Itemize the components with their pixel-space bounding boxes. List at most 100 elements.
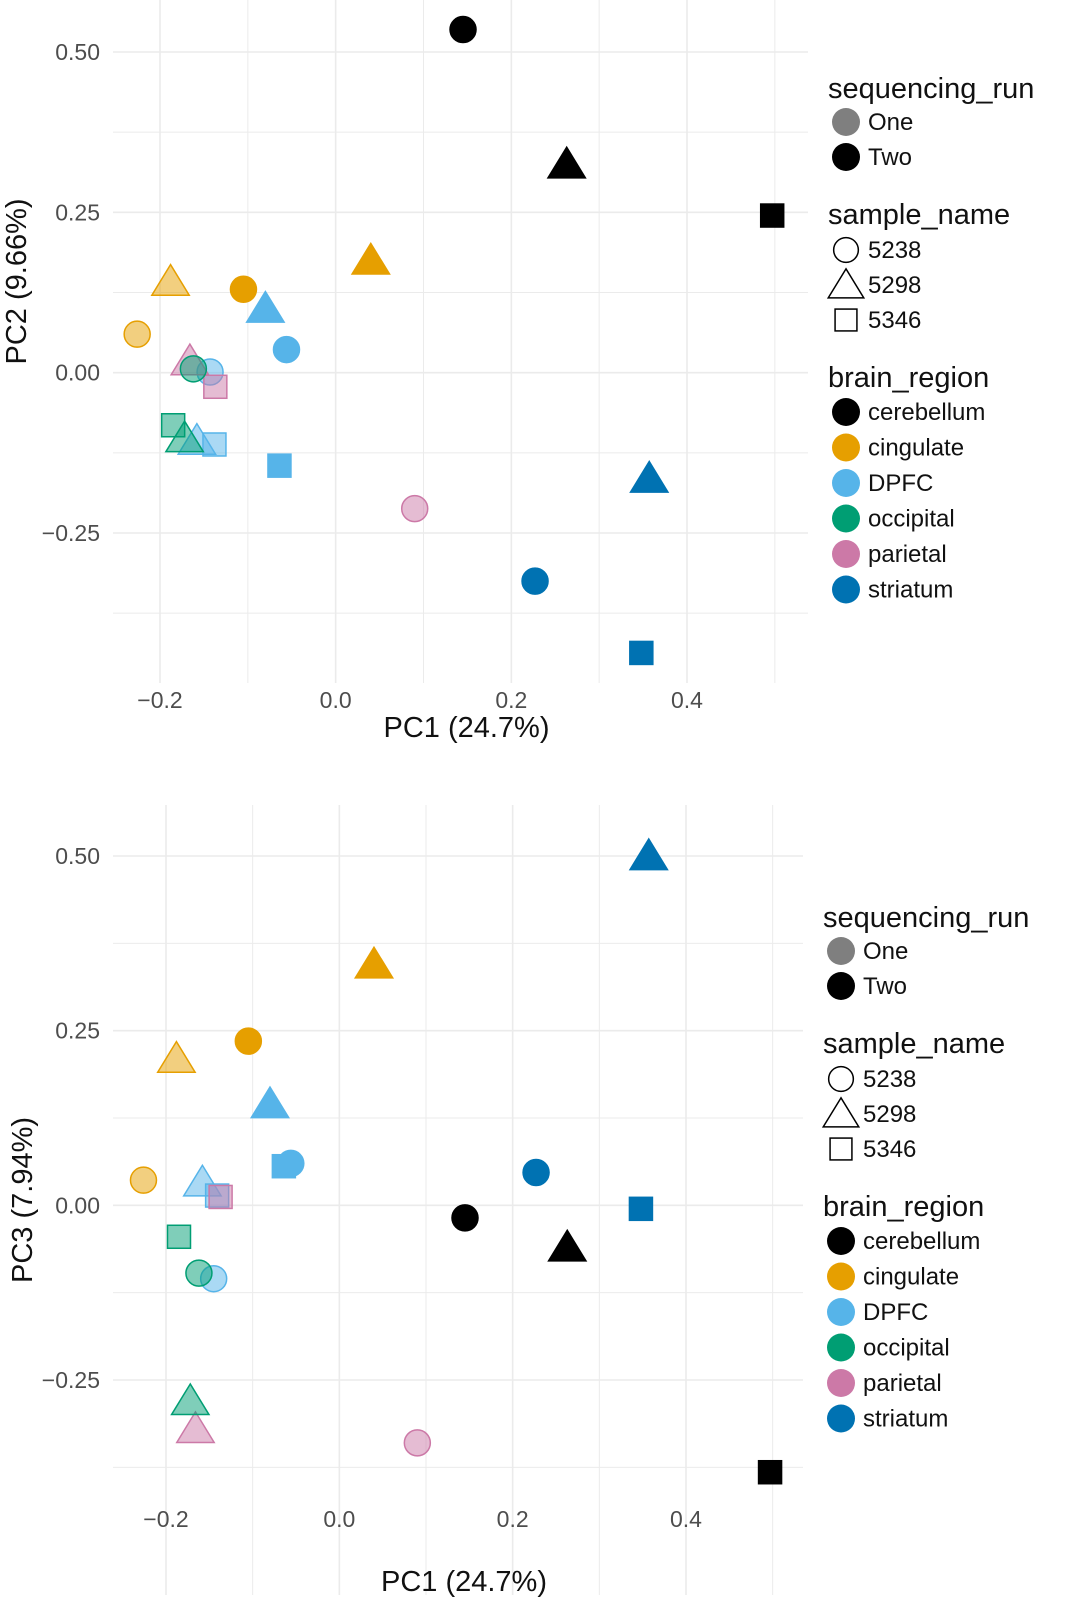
x-axis-title: PC1 (24.7%): [381, 1566, 547, 1598]
legend-key-sample: [829, 1137, 853, 1161]
legend-label-region: parietal: [863, 1370, 942, 1397]
data-point-cerebellum: [757, 1459, 783, 1485]
legend-label-region: cingulate: [863, 1264, 959, 1291]
x-tick-label: 0.2: [497, 1506, 529, 1532]
legend-label-sample: 5346: [863, 1136, 916, 1163]
data-point-DPFC: [245, 290, 286, 323]
legend-key-run: [827, 937, 855, 965]
legend-title-sequencing-run: sequencing_run: [823, 902, 1029, 934]
data-points: [129, 837, 783, 1485]
x-tick-label: 0.0: [320, 687, 352, 713]
legend-label-region: parietal: [868, 541, 947, 568]
legend-label-region: cingulate: [868, 435, 964, 462]
data-point-striatum: [628, 1196, 654, 1222]
legend-label-run: One: [868, 109, 913, 136]
legend-label-run: One: [863, 938, 908, 965]
legend-label-region: occipital: [868, 506, 955, 533]
x-tick-label: −0.2: [137, 687, 182, 713]
legend-key-region: [827, 1404, 855, 1433]
legend-title-brain-region: brain_region: [828, 362, 989, 394]
legend-key-region: [832, 504, 860, 533]
y-tick-label: −0.25: [42, 1367, 100, 1393]
data-point-cerebellum: [451, 1204, 479, 1232]
legend-title-sequencing-run: sequencing_run: [828, 73, 1034, 105]
data-point-DPFC: [202, 432, 227, 457]
y-tick-label: 0.50: [55, 843, 100, 869]
legend-key-region: [832, 575, 860, 604]
legend-key-region: [827, 1227, 855, 1255]
legend-key-region: [827, 1333, 855, 1362]
data-point-striatum: [629, 640, 654, 666]
y-tick-label: 0.50: [55, 39, 100, 65]
data-point-cerebellum: [449, 15, 477, 44]
data-point-cingulate: [123, 320, 151, 348]
y-tick-label: −0.25: [42, 520, 100, 546]
legend-key-run: [832, 108, 860, 136]
legend-label-region: cerebellum: [863, 1228, 980, 1255]
legend-label-region: cerebellum: [868, 399, 985, 426]
legend-key-region: [832, 433, 860, 462]
data-points: [123, 15, 785, 666]
legend-key-region: [827, 1369, 855, 1397]
pca-plot-pc1-pc3: −0.2 0.0 0.2 0.4 0.50 0.25 0.00 −0.25 PC1 (24.7%…: [7, 805, 1029, 1598]
data-point-cerebellum: [759, 203, 785, 228]
legend-key-run: [827, 972, 855, 1000]
y-axis-title: PC2 (9.66%): [1, 198, 33, 364]
legend-key-region: [832, 469, 860, 497]
legend-label-region: DPFC: [863, 1299, 928, 1326]
legend-key-region: [827, 1262, 855, 1291]
x-tick-label: 0.2: [495, 687, 527, 713]
legend-key-run: [832, 143, 860, 171]
pca-plot-pc1-pc2: −0.2 0.0 0.2 0.4 0.50 0.25 0.00 −0.25 PC1 (24.7%…: [1, 0, 1034, 744]
y-axis-title: PC3 (7.94%): [7, 1117, 39, 1283]
legend-key-region: [832, 540, 860, 568]
legend-label-sample: 5298: [868, 272, 921, 299]
data-point-DPFC: [277, 1149, 305, 1178]
data-point-cingulate: [353, 945, 395, 979]
legend-label-sample: 5298: [863, 1101, 916, 1128]
data-point-cingulate: [350, 241, 391, 275]
legend-key-sample: [832, 236, 860, 264]
data-point-cingulate: [150, 263, 191, 296]
data-point-DPFC: [272, 335, 301, 364]
grid-lines: [113, 0, 808, 683]
data-point-cerebellum: [547, 1228, 588, 1262]
data-point-parietal: [208, 1184, 233, 1210]
legend-key-sample: [827, 1065, 855, 1093]
legend-label-region: striatum: [863, 1406, 948, 1433]
x-tick-label: 0.0: [323, 1506, 355, 1532]
legend-label-region: occipital: [863, 1335, 950, 1362]
data-point-cerebellum: [546, 145, 587, 179]
legend-label-region: DPFC: [868, 470, 933, 497]
data-point-cingulate: [156, 1040, 197, 1073]
data-point-parietal: [175, 1410, 216, 1444]
x-tick-label: −0.2: [143, 1506, 188, 1532]
x-tick-label: 0.4: [671, 687, 703, 713]
x-axis-title: PC1 (24.7%): [383, 712, 549, 744]
legend-key-sample: [834, 308, 858, 332]
y-tick-label: 0.00: [55, 360, 100, 386]
data-point-parietal: [203, 374, 228, 400]
data-point-striatum: [629, 460, 670, 493]
legend-label-sample: 5238: [863, 1066, 916, 1093]
data-point-occipital: [185, 1259, 213, 1287]
data-point-cingulate: [229, 275, 258, 304]
y-tick-label: 0.25: [55, 1018, 100, 1044]
legend-title-brain-region: brain_region: [823, 1191, 984, 1223]
data-point-DPFC: [267, 453, 292, 478]
data-point-occipital: [179, 355, 208, 383]
legend-label-run: Two: [868, 144, 912, 171]
legend-title-sample-name: sample_name: [828, 199, 1010, 231]
data-point-DPFC: [249, 1085, 291, 1119]
legend-label-sample: 5346: [868, 307, 921, 334]
legend-key-region: [827, 1298, 855, 1326]
legend-label-run: Two: [863, 973, 907, 1000]
y-tick-label: 0.25: [55, 199, 100, 225]
data-point-occipital: [164, 419, 205, 453]
data-point-striatum: [521, 567, 549, 595]
y-tick-label: 0.00: [55, 1192, 100, 1218]
data-point-striatum: [522, 1158, 550, 1187]
legend-title-sample-name: sample_name: [823, 1028, 1005, 1060]
data-point-parietal: [403, 1429, 432, 1457]
data-point-occipital: [166, 1224, 192, 1250]
